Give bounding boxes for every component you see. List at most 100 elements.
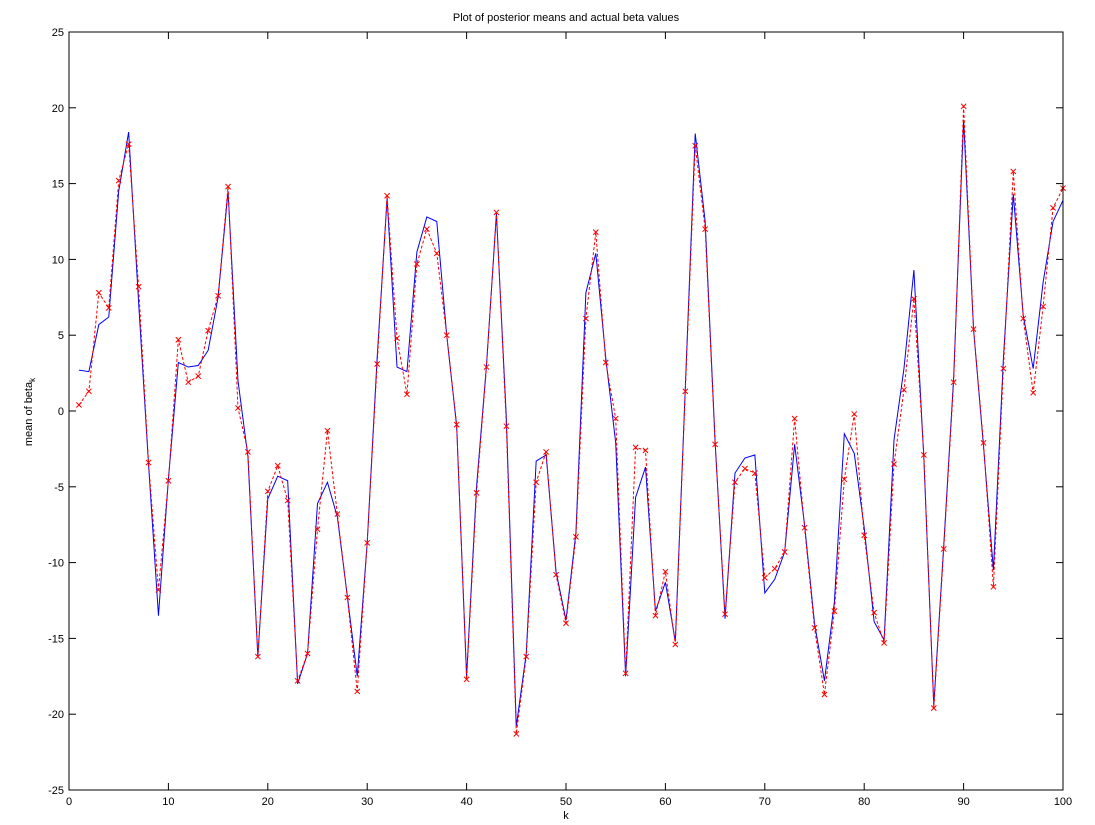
x-tick-label: 40 [460, 796, 472, 808]
data-point-marker [632, 444, 639, 451]
data-point-marker [722, 611, 728, 618]
data-point-marker [612, 415, 619, 422]
data-point-marker [85, 388, 92, 395]
data-point-marker [274, 462, 281, 469]
data-point-marker [642, 447, 649, 454]
data-point-marker [443, 332, 450, 339]
data-point-marker [215, 292, 222, 299]
x-tick-label: 30 [361, 796, 373, 808]
y-tick-label: -15 [48, 633, 64, 645]
data-point-marker [135, 283, 142, 290]
data-point-marker [205, 327, 212, 334]
data-point-marker [254, 653, 261, 660]
y-tick-label: -5 [54, 482, 64, 494]
data-point-marker [155, 586, 162, 593]
x-tick-label: 60 [659, 796, 671, 808]
data-point-marker [235, 405, 241, 411]
data-point-marker [732, 479, 738, 486]
data-point-marker [513, 730, 520, 737]
y-axis-label: mean of betak [23, 377, 37, 446]
data-point-marker [523, 653, 530, 660]
data-point-marker [503, 423, 510, 430]
data-point-marker [304, 650, 311, 657]
data-point-marker [920, 452, 927, 458]
data-point-marker [195, 373, 202, 380]
data-point-marker [354, 688, 361, 695]
data-point-marker [791, 415, 798, 422]
data-point-marker [374, 361, 381, 367]
data-point-marker [741, 465, 748, 472]
data-point-marker [75, 401, 82, 408]
data-point-marker [324, 427, 331, 434]
data-point-marker [105, 304, 112, 311]
data-point-marker [602, 359, 609, 366]
data-point-marker [930, 705, 937, 712]
data-point-marker [831, 608, 838, 615]
y-tick-label: 25 [52, 27, 64, 39]
data-point-marker [563, 620, 569, 627]
data-point-marker [960, 103, 967, 110]
data-point-marker [861, 532, 868, 539]
data-point-marker [185, 379, 192, 386]
y-axis-label-subscript: k [28, 377, 37, 382]
y-tick-label: 0 [58, 406, 64, 418]
data-point-marker [394, 335, 400, 342]
data-point-marker [841, 476, 848, 483]
x-tick-label: 90 [957, 796, 969, 808]
data-point-marker [652, 612, 659, 619]
data-point-marker [384, 192, 391, 199]
data-point-marker [881, 639, 888, 646]
data-point-marker [145, 459, 152, 466]
data-point-marker [662, 568, 669, 575]
x-tick-label: 80 [858, 796, 870, 808]
data-point-marker [284, 497, 291, 504]
data-point-marker [413, 260, 420, 267]
x-tick-label: 0 [66, 796, 72, 808]
x-tick-label: 70 [759, 796, 771, 808]
data-point-marker [553, 571, 560, 578]
data-point-marker [751, 470, 758, 477]
data-point-marker [1020, 315, 1027, 322]
data-point-marker [572, 533, 579, 540]
y-tick-label: 10 [52, 254, 64, 266]
data-point-marker [702, 226, 709, 233]
series-markers-2 [75, 103, 1066, 737]
data-point-marker [264, 488, 271, 495]
data-point-marker [364, 539, 371, 546]
data-point-marker [473, 489, 480, 496]
data-point-marker [483, 364, 490, 370]
data-point-marker [115, 177, 122, 184]
data-point-marker [433, 250, 440, 257]
data-point-marker [801, 524, 808, 531]
data-point-marker [622, 670, 629, 677]
data-point-marker [533, 479, 540, 486]
axes: 0 10 20 30 40 50 60 70 80 90 1002520151050-5-10-15… [48, 27, 1072, 808]
data-point-marker [771, 565, 778, 572]
data-point-marker [165, 477, 172, 484]
data-point-marker [1010, 168, 1017, 175]
data-point-marker [761, 574, 768, 581]
data-point-marker [1030, 389, 1037, 396]
data-point-marker [463, 676, 470, 683]
data-point-marker [1000, 365, 1007, 372]
data-point-marker [344, 594, 351, 601]
data-point-marker [980, 439, 987, 446]
data-point-marker [244, 448, 251, 455]
data-point-marker [781, 549, 788, 555]
y-tick-label: -10 [48, 558, 64, 570]
x-tick-label: 10 [162, 796, 174, 808]
data-point-marker [940, 546, 947, 552]
data-point-marker [453, 421, 460, 428]
data-point-marker [175, 336, 182, 343]
data-point-marker [821, 691, 828, 698]
data-point-marker [871, 609, 878, 616]
y-tick-label: -20 [48, 709, 64, 721]
data-point-marker [712, 441, 719, 448]
y-tick-label: 20 [52, 103, 64, 115]
data-point-marker [225, 183, 231, 190]
y-tick-label: 15 [52, 179, 64, 191]
data-point-marker [891, 461, 897, 468]
data-point-marker [851, 411, 858, 417]
